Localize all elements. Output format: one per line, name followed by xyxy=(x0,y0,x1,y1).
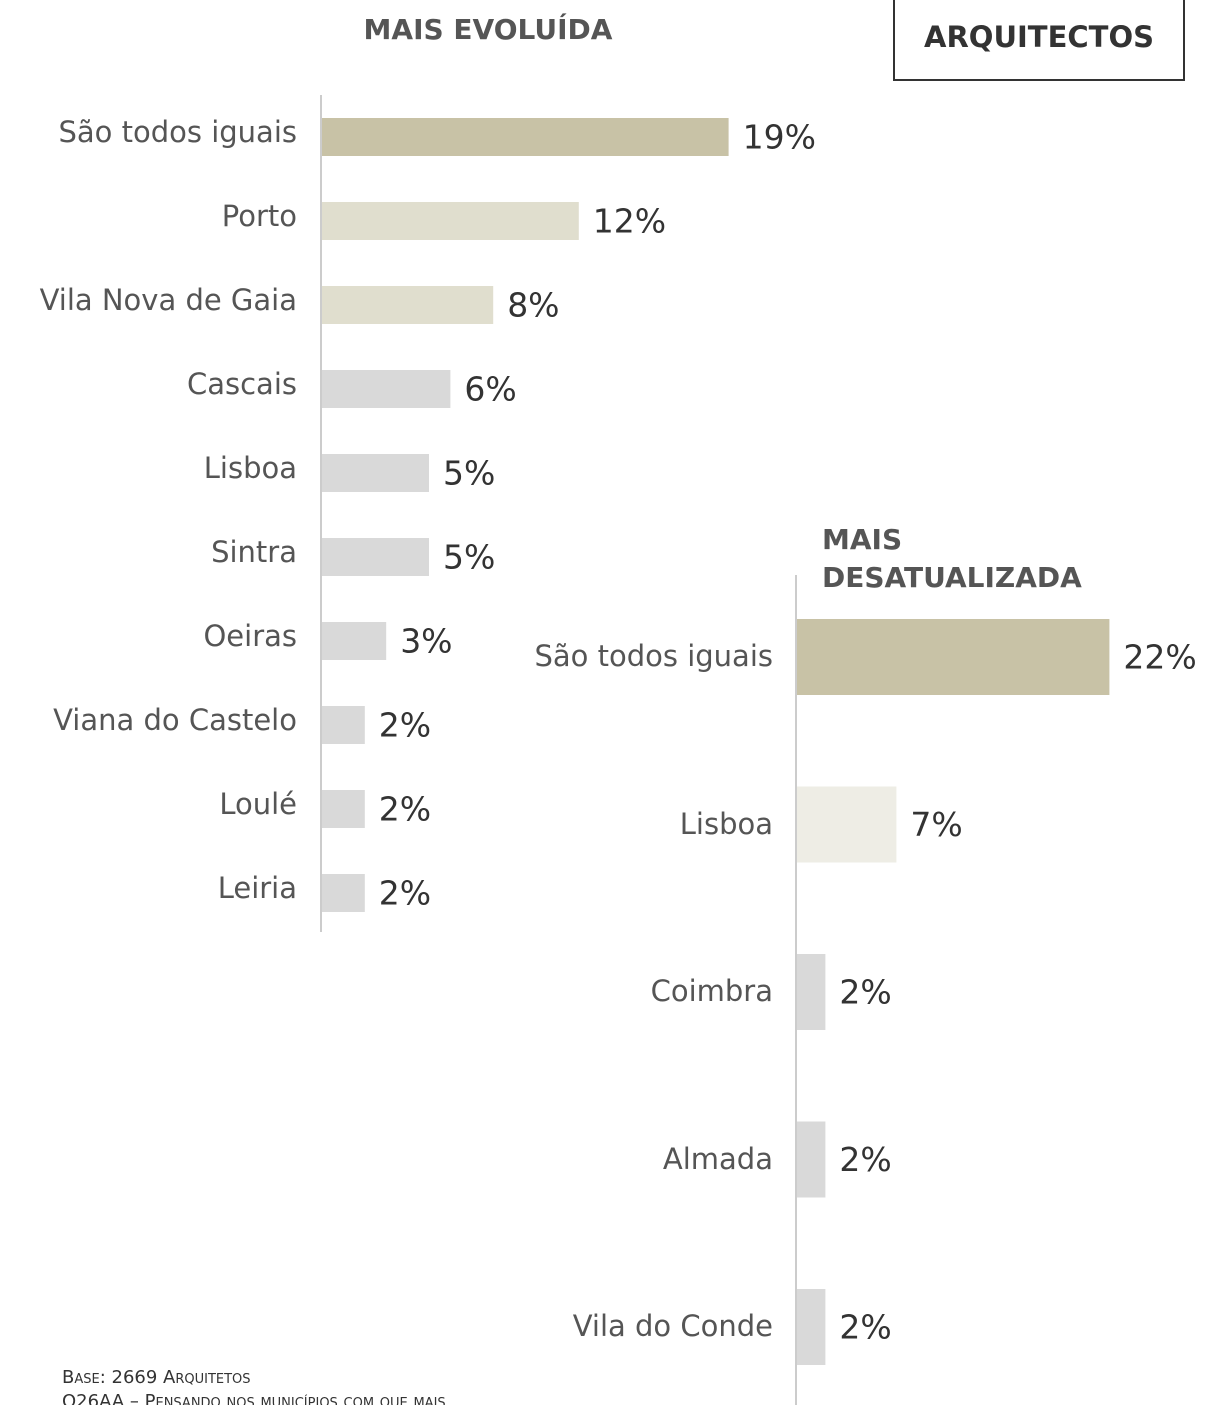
category-label: Loulé xyxy=(219,787,297,821)
chart-title: MAIS EVOLUÍDA xyxy=(364,12,613,46)
value-label: 2% xyxy=(839,1140,891,1179)
value-label: 22% xyxy=(1123,638,1196,677)
category-label-box: Lisboa xyxy=(679,806,773,841)
category-label: Viana do Castelo xyxy=(53,703,297,737)
category-label: Porto xyxy=(222,199,297,233)
category-label: Sintra xyxy=(211,535,297,569)
bar xyxy=(322,286,494,324)
category-label: São todos iguais xyxy=(58,115,297,149)
bar xyxy=(797,954,826,1030)
bar xyxy=(797,1289,826,1365)
badge-box xyxy=(893,0,1185,81)
value-label: 2% xyxy=(839,973,891,1012)
category-label: Vila do Conde xyxy=(572,1309,773,1344)
value-label: 2% xyxy=(379,790,431,829)
category-label: Oeiras xyxy=(203,619,297,653)
category-label: São todos iguais xyxy=(534,639,773,674)
bar xyxy=(322,538,429,576)
chart-title: DESATUALIZADA xyxy=(822,561,1082,594)
category-label-box: Coimbra xyxy=(650,974,773,1009)
footnote: Q26AA – Pensando nos municípios com que … xyxy=(62,1391,446,1405)
bar xyxy=(322,370,451,408)
category-label: Coimbra xyxy=(650,974,773,1009)
category-label-box: Almada xyxy=(662,1141,773,1176)
bar xyxy=(322,622,387,660)
badge: ARQUITECTOS xyxy=(924,20,1154,54)
chart-title: MAIS xyxy=(822,523,902,556)
value-label: 2% xyxy=(839,1308,891,1347)
value-label: 7% xyxy=(910,805,962,844)
bar xyxy=(322,454,429,492)
category-label: Vila Nova de Gaia xyxy=(40,283,297,317)
bar xyxy=(797,619,1110,695)
value-label: 8% xyxy=(507,286,559,325)
category-label: Leiria xyxy=(218,871,297,905)
bar xyxy=(797,786,897,863)
value-label: 2% xyxy=(379,874,431,913)
value-label: 2% xyxy=(379,706,431,745)
bar xyxy=(797,1121,826,1198)
value-label: 5% xyxy=(443,538,495,577)
category-label-box: Vila do Conde xyxy=(572,1309,773,1344)
footnote: Base: 2669 Arquitetos xyxy=(62,1367,251,1388)
category-label-box: São todos iguais xyxy=(534,639,773,674)
value-label: 12% xyxy=(593,202,666,241)
bar xyxy=(322,874,365,912)
category-label: Almada xyxy=(662,1141,773,1176)
value-label: 5% xyxy=(443,454,495,493)
value-label: 3% xyxy=(400,622,452,661)
category-label: Lisboa xyxy=(204,451,297,485)
category-label: Cascais xyxy=(187,367,297,401)
bar xyxy=(322,118,729,156)
value-label: 6% xyxy=(464,370,516,409)
category-label: Lisboa xyxy=(679,806,773,841)
bar xyxy=(322,706,365,744)
bar xyxy=(322,790,365,828)
value-label: 19% xyxy=(743,118,816,157)
bar xyxy=(322,202,579,240)
